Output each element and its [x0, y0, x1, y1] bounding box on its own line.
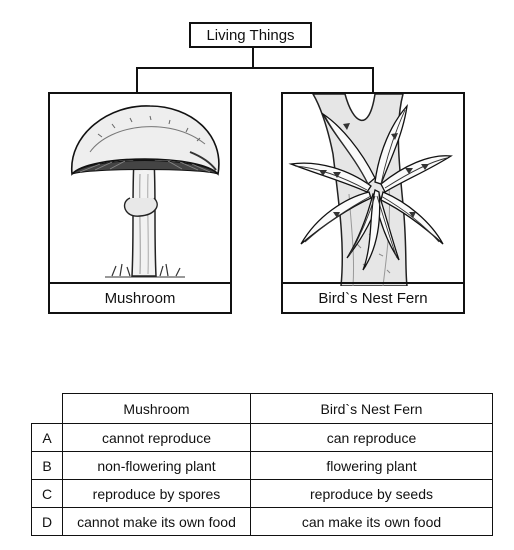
fern-panel: Bird`s Nest Fern: [281, 92, 465, 314]
connector-right: [372, 67, 374, 93]
header-fern: Bird`s Nest Fern: [250, 393, 493, 424]
mushroom-panel: Mushroom: [48, 92, 232, 314]
table-row: A cannot reproduce can reproduce: [31, 423, 493, 452]
fern-cell: flowering plant: [250, 451, 493, 480]
mushroom-cell: reproduce by spores: [62, 479, 251, 508]
connector-bar: [136, 67, 374, 69]
row-label: D: [31, 507, 63, 536]
mushroom-caption-text: Mushroom: [104, 289, 176, 307]
fern-caption-text: Bird`s Nest Fern: [318, 289, 428, 307]
row-label: C: [31, 479, 63, 508]
fern-cell: can reproduce: [250, 423, 493, 452]
mushroom-caption: Mushroom: [50, 282, 230, 312]
mushroom-cell: cannot reproduce: [62, 423, 251, 452]
row-label: A: [31, 423, 63, 452]
row-label: B: [31, 451, 63, 480]
mushroom-icon: [71, 105, 220, 278]
living-things-node: Living Things: [189, 22, 312, 48]
mushroom-cell: cannot make its own food: [62, 507, 251, 536]
comparison-table: Mushroom Bird`s Nest Fern A cannot repro…: [31, 393, 493, 536]
fern-picture: [283, 93, 463, 287]
fern-cell: reproduce by seeds: [250, 479, 493, 508]
table-row: C reproduce by spores reproduce by seeds: [31, 479, 493, 508]
connector-left: [136, 67, 138, 93]
table-row: D cannot make its own food can make its …: [31, 507, 493, 536]
fern-cell: can make its own food: [250, 507, 493, 536]
header-mushroom: Mushroom: [62, 393, 251, 424]
fern-caption: Bird`s Nest Fern: [283, 282, 463, 312]
living-things-label: Living Things: [206, 26, 295, 44]
table-corner-cell: [31, 393, 63, 424]
mushroom-picture: [50, 94, 230, 286]
fern-icon: [288, 93, 453, 287]
table-header-row: Mushroom Bird`s Nest Fern: [31, 393, 493, 424]
table-row: B non-flowering plant flowering plant: [31, 451, 493, 480]
mushroom-cell: non-flowering plant: [62, 451, 251, 480]
connector-stem: [252, 48, 254, 68]
